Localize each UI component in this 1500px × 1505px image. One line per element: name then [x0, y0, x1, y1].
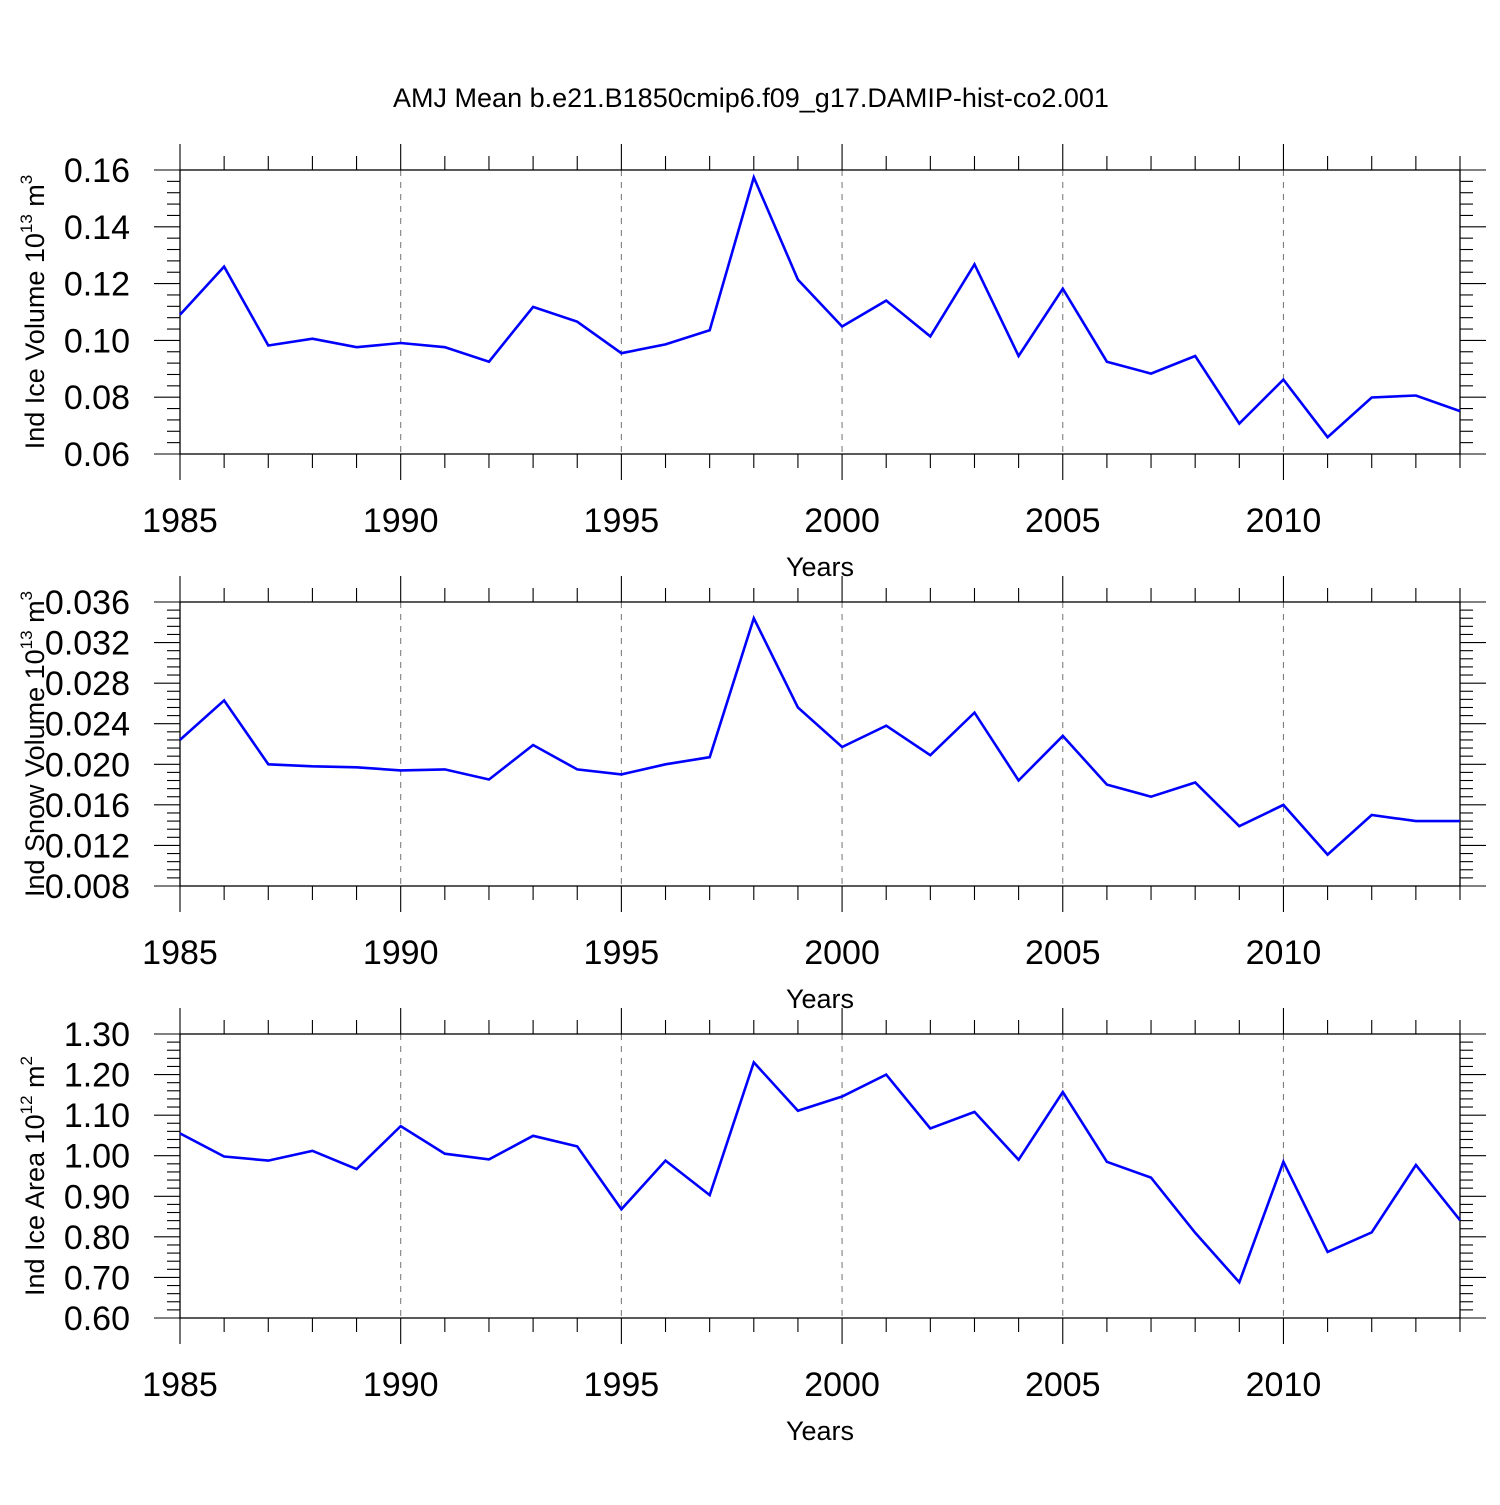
panel-1-y-tick-label: 0.14 — [64, 209, 130, 247]
panel-3-y-axis-title-part: 2 — [17, 1056, 36, 1065]
panel-1-plot-frame — [179, 169, 1461, 455]
panel-1-x-axis-title: Years — [786, 552, 854, 582]
panel-1-series-line — [179, 173, 1461, 440]
panel-1-y-tick-label: 0.16 — [64, 152, 130, 190]
panel-3-y-tick-label: 0.70 — [64, 1259, 130, 1297]
panel-3-x-tick-label: 1990 — [363, 1366, 439, 1404]
panel-3-plot-frame — [179, 1033, 1461, 1319]
panel-1-y-axis-title-part: m — [20, 184, 50, 214]
panel-2-series-line — [179, 614, 1460, 857]
panel-3-y-tick-label: 1.20 — [64, 1057, 130, 1095]
panel-2-y-tick-label: 0.032 — [45, 625, 130, 663]
panel-2-y-tick-label: 0.028 — [45, 665, 130, 703]
panel-1-x-tick-label: 2005 — [1025, 502, 1101, 540]
panel-1-y-axis-title-part: 3 — [17, 175, 36, 184]
panel-2-y-tick-label: 0.016 — [45, 787, 130, 825]
panel-3-y-tick-label: 0.90 — [64, 1178, 130, 1216]
panel-3-x-tick-label: 2010 — [1246, 1366, 1322, 1404]
panel-2-y-axis-title-part: m — [20, 600, 50, 630]
panel-2-x-tick-label: 2000 — [804, 934, 880, 972]
panel-2-y-tick-label: 0.024 — [45, 706, 130, 744]
panel-2-x-axis-title: Years — [786, 984, 854, 1014]
panel-1-x-tick-label: 2000 — [804, 502, 880, 540]
panel-3-y-tick-label: 0.80 — [64, 1219, 130, 1257]
panel-3-y-axis-title-part: Ind Ice Area 10 — [20, 1114, 50, 1296]
panel-1-y-axis-title-part: Ind Ice Volume 10 — [20, 233, 50, 449]
panel-3-x-tick-label: 2005 — [1025, 1366, 1101, 1404]
panel-1-y-tick-label: 0.08 — [64, 379, 130, 417]
panel-1-y-tick-label: 0.06 — [64, 436, 130, 474]
panel-2-y-tick-label: 0.012 — [45, 827, 130, 865]
chart-title: AMJ Mean b.e21.B1850cmip6.f09_g17.DAMIP-… — [393, 83, 1109, 113]
panel-2-plot-frame — [179, 601, 1461, 887]
panel-3-x-tick-label: 1995 — [584, 1366, 660, 1404]
panel-3-y-tick-label: 1.10 — [64, 1097, 130, 1135]
panel-2-x-tick-label: 1985 — [142, 934, 218, 972]
panel-1-x-tick-label: 1990 — [363, 502, 439, 540]
panel-2-x-tick-label: 2010 — [1246, 934, 1322, 972]
panel-3-y-tick-label: 0.60 — [64, 1300, 130, 1338]
panel-1-y-tick-label: 0.10 — [64, 322, 130, 360]
panel-3-x-axis-title: Years — [786, 1416, 854, 1446]
panel-3-y-axis-title-part: m — [20, 1065, 50, 1095]
panel-3-y-tick-label: 1.00 — [64, 1138, 130, 1176]
panel-2-y-axis-title: Ind Snow Volume 1013 m3 — [17, 591, 50, 897]
panel-3-series-line — [179, 1059, 1462, 1285]
panel-3-x-tick-label: 2000 — [804, 1366, 880, 1404]
panel-3-y-axis-title: Ind Ice Area 1012 m2 — [17, 1056, 50, 1296]
panel-2-y-axis-title-part: Ind Snow Volume 10 — [20, 649, 50, 897]
panel-1-x-tick-label: 1985 — [142, 502, 218, 540]
panel-2-y-axis-title-part: 3 — [17, 591, 36, 600]
panel-3-x-tick-label: 1985 — [142, 1366, 218, 1404]
panel-2-y-axis-title-part: 13 — [17, 630, 36, 649]
panel-2-y-tick-label: 0.008 — [45, 868, 130, 906]
panel-2-y-tick-label: 0.020 — [45, 746, 130, 784]
panel-1-y-axis-title-part: 13 — [17, 214, 36, 233]
panel-1-x-tick-label: 2010 — [1246, 502, 1322, 540]
panel-1-y-tick-label: 0.12 — [64, 266, 130, 304]
panel-1-x-tick-label: 1995 — [584, 502, 660, 540]
panel-3-y-tick-label: 1.30 — [64, 1016, 130, 1054]
panel-2-y-tick-label: 0.036 — [45, 584, 130, 622]
panel-2-x-tick-label: 1990 — [363, 934, 439, 972]
panel-2-x-tick-label: 2005 — [1025, 934, 1101, 972]
panel-2-x-tick-label: 1995 — [584, 934, 660, 972]
panel-1-y-axis-title: Ind Ice Volume 1013 m3 — [17, 175, 50, 450]
panel-3-y-axis-title-part: 12 — [17, 1095, 36, 1114]
